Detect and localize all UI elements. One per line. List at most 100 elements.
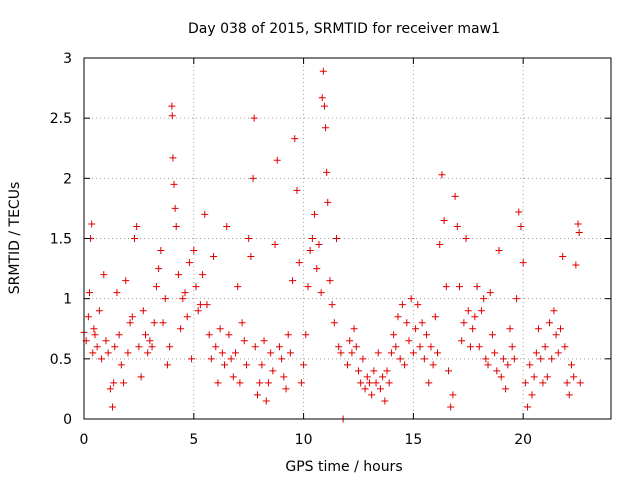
- data-point: [499, 355, 507, 363]
- data-point: [192, 283, 200, 291]
- data-point: [475, 343, 483, 351]
- data-point: [258, 361, 266, 369]
- data-point: [550, 307, 558, 315]
- data-point: [532, 349, 540, 357]
- data-point: [412, 325, 420, 333]
- data-point: [280, 373, 288, 381]
- data-point: [537, 355, 545, 363]
- data-point: [416, 343, 424, 351]
- data-point: [493, 367, 501, 375]
- data-point: [335, 343, 343, 351]
- data-point: [313, 265, 321, 273]
- data-point: [385, 379, 393, 387]
- data-point: [469, 325, 477, 333]
- data-point: [93, 343, 101, 351]
- data-point: [508, 343, 516, 351]
- data-point: [497, 373, 505, 381]
- data-point: [250, 114, 258, 122]
- data-point: [556, 325, 564, 333]
- data-point: [210, 253, 218, 261]
- data-point: [394, 313, 402, 321]
- data-point: [565, 391, 573, 399]
- data-point: [169, 154, 177, 162]
- data-point: [576, 379, 584, 387]
- data-point: [407, 295, 415, 303]
- data-point: [199, 271, 207, 279]
- data-point: [403, 319, 411, 327]
- data-point: [368, 391, 376, 399]
- data-point: [344, 361, 351, 369]
- data-point: [561, 343, 569, 351]
- data-point: [431, 313, 439, 321]
- data-point: [293, 186, 301, 194]
- data-point: [352, 343, 360, 351]
- data-point: [543, 373, 551, 381]
- data-point: [174, 271, 182, 279]
- data-point: [190, 247, 198, 255]
- data-point: [150, 319, 158, 327]
- x-tick-label: 5: [189, 432, 198, 448]
- data-point: [436, 241, 444, 249]
- data-point: [326, 277, 334, 285]
- y-axis: 0 0.5 1 1.5 2 2.5 3: [50, 51, 611, 428]
- data-point: [133, 222, 141, 230]
- data-point: [146, 337, 154, 345]
- data-point: [554, 349, 562, 357]
- data-point: [126, 319, 134, 327]
- data-point: [308, 235, 316, 242]
- data-point: [495, 247, 503, 255]
- data-point: [387, 349, 395, 357]
- data-point: [318, 94, 326, 102]
- data-point: [304, 283, 312, 291]
- data-point: [284, 331, 292, 339]
- data-point: [225, 331, 233, 339]
- data-point: [291, 135, 299, 143]
- data-points: [80, 67, 584, 423]
- data-point: [541, 343, 549, 351]
- data-point: [139, 307, 147, 315]
- data-point: [157, 247, 165, 255]
- data-point: [322, 124, 330, 132]
- data-point: [238, 319, 246, 327]
- data-point: [434, 349, 442, 357]
- data-point: [185, 259, 193, 267]
- data-point: [166, 343, 174, 351]
- data-point: [278, 355, 286, 363]
- data-point: [319, 67, 327, 75]
- data-point: [152, 283, 160, 291]
- data-point: [256, 379, 264, 387]
- data-point: [317, 289, 325, 297]
- data-point: [216, 325, 224, 333]
- data-point: [141, 331, 149, 339]
- data-point: [379, 373, 387, 381]
- data-point: [170, 180, 178, 188]
- data-point: [517, 222, 525, 230]
- data-point: [361, 385, 369, 393]
- data-point: [221, 361, 229, 369]
- data-point: [519, 259, 527, 267]
- data-point: [229, 373, 237, 381]
- data-point: [113, 289, 121, 297]
- data-point: [401, 361, 409, 369]
- data-point: [168, 112, 176, 120]
- data-point: [90, 325, 98, 333]
- data-point: [137, 373, 145, 381]
- data-point: [253, 391, 261, 399]
- data-point: [552, 331, 560, 339]
- data-point: [273, 156, 281, 164]
- data-point: [181, 289, 189, 297]
- data-point: [502, 385, 510, 393]
- data-point: [390, 331, 398, 339]
- data-point: [102, 337, 110, 345]
- data-point: [311, 210, 319, 218]
- data-point: [429, 361, 437, 369]
- y-tick-label: 1.5: [50, 232, 72, 248]
- data-point: [374, 349, 382, 357]
- data-point: [109, 403, 117, 411]
- data-point: [282, 385, 290, 393]
- data-point: [449, 391, 457, 399]
- data-point: [567, 361, 575, 369]
- x-tick-label: 15: [404, 432, 422, 448]
- data-point: [423, 331, 431, 339]
- data-point: [526, 361, 534, 369]
